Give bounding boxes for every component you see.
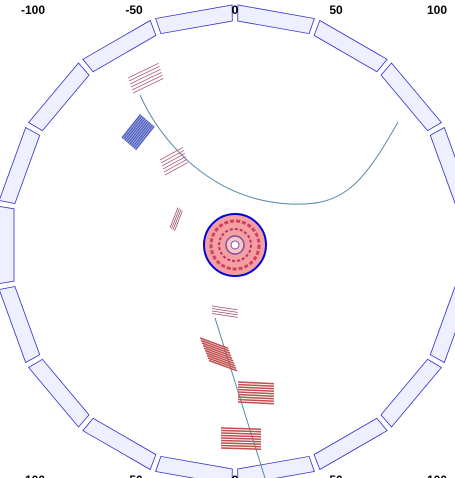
hit	[172, 209, 182, 231]
hit	[220, 447, 262, 450]
hit	[129, 68, 161, 85]
hit	[237, 383, 274, 388]
calorimeter-segment	[237, 4, 315, 35]
calorimeter-segment	[429, 286, 455, 364]
x-tick-label: 50	[329, 473, 343, 478]
hit	[124, 116, 145, 142]
hit	[132, 77, 164, 94]
calorimeter-segment	[0, 126, 41, 204]
hit	[237, 393, 274, 398]
hit	[211, 313, 238, 318]
hit	[200, 339, 230, 352]
calorimeter-segment	[82, 19, 157, 73]
x-tick-label: -50	[125, 3, 143, 17]
hit	[237, 398, 274, 403]
hit	[237, 388, 274, 393]
hit	[131, 123, 152, 148]
calorimeter-segment	[380, 62, 443, 132]
calorimeter-segment	[313, 417, 388, 471]
hit	[161, 153, 186, 167]
calorimeter-segment	[429, 126, 455, 204]
x-tick-label: 100	[427, 3, 447, 17]
hit	[164, 162, 189, 176]
hit	[121, 114, 142, 139]
hit	[202, 344, 232, 357]
hit	[206, 354, 236, 367]
axis-labels: -100 -50 0 50 100 -100 -50 0 50 100	[21, 3, 447, 478]
hit	[130, 71, 162, 88]
hit	[205, 352, 235, 364]
hit	[169, 207, 179, 229]
x-tick-label: -100	[21, 3, 45, 17]
hit	[133, 124, 154, 149]
calorimeter-segment	[0, 206, 15, 284]
hit	[130, 121, 151, 147]
hit	[220, 432, 262, 435]
x-tick-label: 0	[232, 473, 239, 478]
hit	[220, 427, 262, 430]
hit	[237, 381, 274, 385]
hit	[220, 429, 262, 433]
calorimeter-segment	[313, 19, 388, 73]
hit	[220, 442, 262, 445]
hits	[121, 62, 274, 450]
calorimeter-segment	[27, 358, 90, 428]
calorimeter-segment	[0, 286, 41, 364]
x-tick-label: -50	[125, 473, 143, 478]
x-tick-label: 50	[329, 3, 343, 17]
calorimeter-segment	[237, 455, 315, 478]
hit	[237, 396, 274, 400]
hit	[174, 210, 183, 232]
hit	[131, 74, 163, 91]
hit	[211, 308, 238, 313]
calorimeter-segment	[27, 62, 90, 132]
hit	[211, 310, 238, 316]
x-tick-label: 100	[427, 473, 447, 478]
hit	[134, 125, 155, 151]
hit	[220, 437, 262, 440]
hit	[211, 305, 238, 311]
hit	[220, 434, 262, 438]
x-tick-label: -100	[21, 473, 45, 478]
hit	[203, 347, 233, 359]
hit	[220, 444, 262, 448]
hit	[237, 391, 274, 395]
hit	[208, 359, 238, 372]
hit	[171, 208, 180, 230]
hit	[162, 156, 187, 170]
detector	[0, 4, 455, 478]
hit	[201, 342, 231, 354]
inner-detector	[203, 213, 267, 277]
hit	[125, 117, 146, 143]
hit	[160, 150, 185, 164]
x-tick-label: 0	[232, 3, 239, 17]
hit	[122, 115, 143, 140]
hit	[127, 62, 159, 79]
hit	[237, 386, 274, 390]
hit	[159, 147, 184, 161]
calorimeter-segment	[155, 455, 233, 478]
hit	[163, 159, 188, 173]
calorimeter-segment	[82, 417, 157, 471]
calorimeter-segment	[155, 4, 233, 35]
track	[214, 317, 266, 478]
hit	[199, 337, 229, 349]
hit	[207, 357, 237, 369]
hit	[128, 65, 160, 82]
hit	[237, 401, 274, 405]
hit	[220, 439, 262, 443]
calorimeter-segment	[380, 358, 443, 428]
hit	[204, 349, 234, 362]
hit	[128, 120, 149, 145]
track	[139, 94, 399, 205]
hit	[127, 119, 148, 144]
